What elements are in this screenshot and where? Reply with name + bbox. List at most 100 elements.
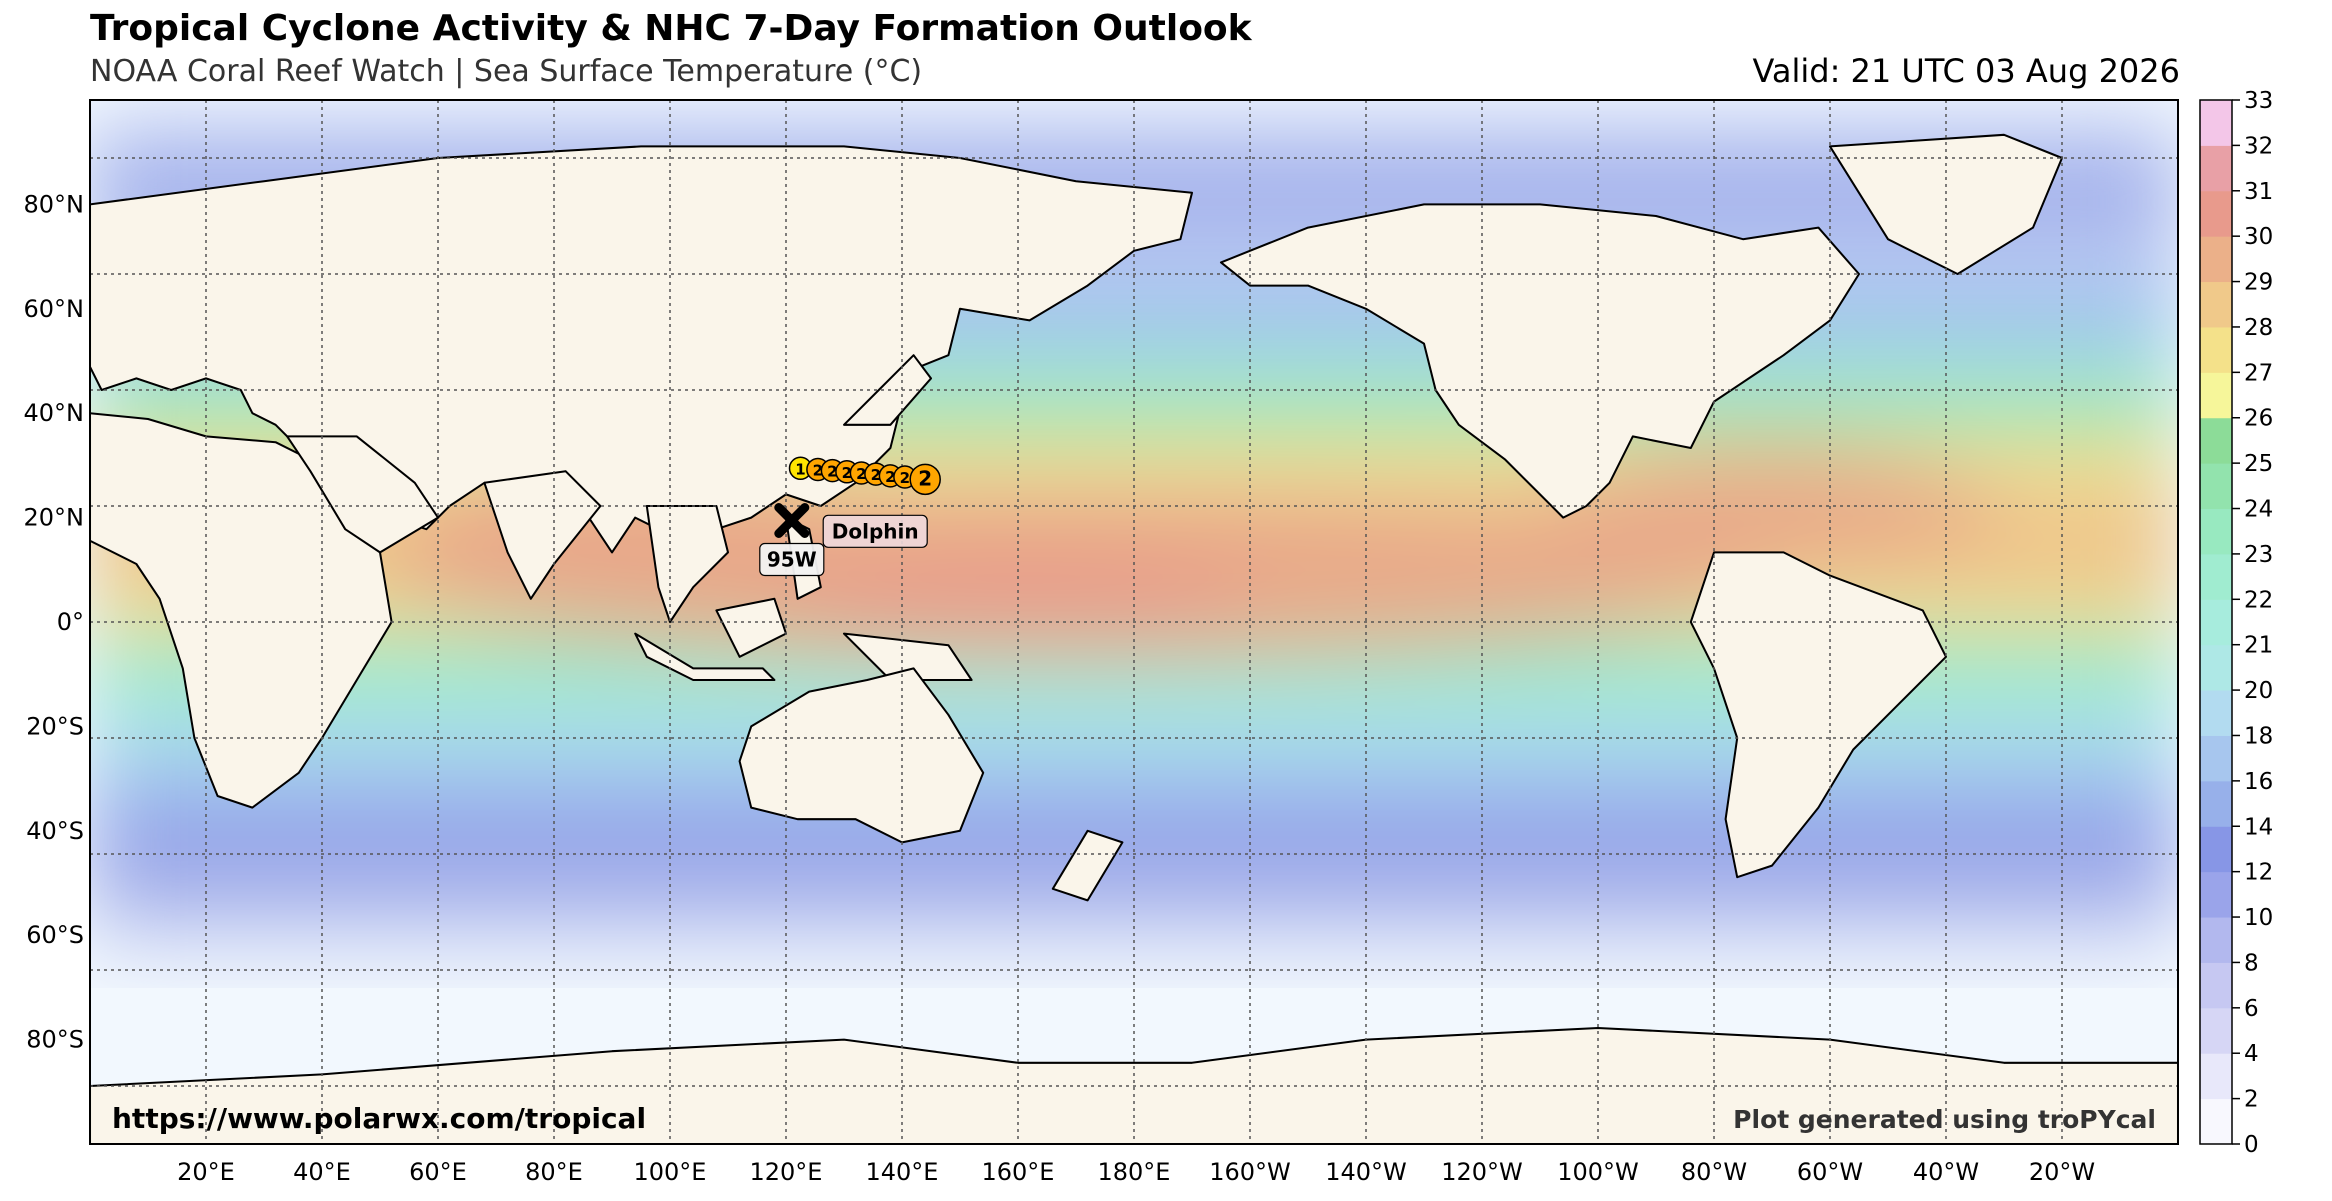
colorbar: 0246810121416182021222324252627282930313… <box>2199 88 2273 1158</box>
lon-tick-label: 140°E <box>866 1158 939 1186</box>
colorbar-segment <box>2200 508 2232 555</box>
storm-category-label: 2 <box>871 466 881 484</box>
colorbar-tick-label: 31 <box>2244 179 2273 205</box>
lon-tick-labels: 20°E 40°E 60°E 80°E 100°E 120°E 140°E 160°E 180°… <box>177 1158 2095 1186</box>
map-frame <box>89 99 2179 1145</box>
storm-category-label: 2 <box>918 466 932 490</box>
storm-name-label: Dolphin <box>832 519 919 543</box>
lon-tick-label: 40°W <box>1913 1158 1979 1186</box>
colorbar-segment <box>2200 826 2232 873</box>
credit-text: Plot generated using troPYcal <box>1733 1105 2156 1134</box>
colorbar-segment <box>2200 145 2232 192</box>
lon-tick-label: 160°E <box>982 1158 1055 1186</box>
lon-tick-label: 140°W <box>1325 1158 1407 1186</box>
colorbar-segment <box>2200 962 2232 1009</box>
colorbar-tick-label: 20 <box>2244 678 2273 704</box>
colorbar-tick-label: 4 <box>2244 1041 2259 1067</box>
storm-category-label: 2 <box>842 464 852 482</box>
colorbar-tick-label: 14 <box>2244 814 2273 840</box>
colorbar-segment <box>2200 190 2232 237</box>
lon-tick-label: 20°E <box>177 1158 235 1186</box>
lat-tick-label: 40°N <box>24 399 85 427</box>
colorbar-segment <box>2200 281 2232 328</box>
colorbar-tick-label: 23 <box>2244 542 2273 568</box>
colorbar-segment <box>2200 1053 2232 1100</box>
colorbar-tick-label: 27 <box>2244 360 2273 386</box>
colorbar-tick-label: 26 <box>2244 406 2273 432</box>
lon-tick-label: 120°W <box>1441 1158 1523 1186</box>
storm-category-label: 2 <box>856 465 866 483</box>
lon-tick-label: 160°W <box>1209 1158 1291 1186</box>
lon-tick-label: 60°W <box>1797 1158 1863 1186</box>
colorbar-tick-label: 18 <box>2244 723 2273 749</box>
source-url: https://www.polarwx.com/tropical <box>112 1102 646 1135</box>
storm-track-point <box>909 463 941 496</box>
colorbar-tick-label: 6 <box>2244 996 2259 1022</box>
colorbar-segment <box>2200 1007 2232 1054</box>
colorbar-tick-label: 30 <box>2244 224 2273 250</box>
valid-time: Valid: 21 UTC 03 Aug 2026 <box>1752 52 2180 90</box>
lon-tick-label: 100°E <box>634 1158 707 1186</box>
lat-tick-label: 40°S <box>26 817 84 845</box>
colorbar-segment <box>2200 735 2232 782</box>
lat-tick-label: 20°S <box>26 712 84 740</box>
colorbar-segment <box>2200 690 2232 736</box>
colorbar-segment <box>2200 553 2232 600</box>
lon-tick-label: 120°E <box>750 1158 823 1186</box>
colorbar-segment <box>2200 599 2232 646</box>
colorbar-segment <box>2200 463 2232 510</box>
invest-name-box <box>759 542 825 577</box>
lat-tick-labels: 80°N 60°N 40°N 20°N 0° 20°S 40°S 60°S 80°S <box>24 190 85 1053</box>
colorbar-tick-label: 28 <box>2244 315 2273 341</box>
storm-category-label: 2 <box>813 461 823 479</box>
lon-tick-label: 180°E <box>1098 1158 1171 1186</box>
colorbar-tick-label: 2 <box>2244 1087 2259 1113</box>
lat-tick-label: 0° <box>57 608 84 636</box>
colorbar-tick-label: 29 <box>2244 270 2273 296</box>
colorbar-tick-label: 12 <box>2244 860 2273 886</box>
colorbar-segment <box>2200 372 2232 419</box>
colorbar-tick-label: 33 <box>2244 88 2273 114</box>
lon-tick-label: 80°E <box>525 1158 583 1186</box>
lon-tick-label: 80°W <box>1681 1158 1747 1186</box>
page-title: Tropical Cyclone Activity & NHC 7-Day Fo… <box>90 8 1252 49</box>
lat-tick-label: 60°N <box>24 295 85 323</box>
colorbar-segment <box>2200 1098 2232 1145</box>
storm-category-label: 2 <box>900 469 910 487</box>
colorbar-tick-label: 24 <box>2244 497 2273 523</box>
lat-tick-label: 20°N <box>24 504 85 532</box>
lon-tick-label: 60°E <box>409 1158 467 1186</box>
colorbar-tick-label: 21 <box>2244 633 2273 659</box>
colorbar-tick-label: 32 <box>2244 133 2273 159</box>
colorbar-segment <box>2200 871 2232 918</box>
colorbar-segment <box>2200 417 2232 464</box>
gridlines <box>90 100 2178 1144</box>
page-subtitle: NOAA Coral Reef Watch | Sea Surface Temp… <box>90 54 923 89</box>
colorbar-tick-label: 25 <box>2244 451 2273 477</box>
colorbar-segment <box>2200 780 2232 827</box>
colorbar-tick-label: 8 <box>2244 950 2259 976</box>
colorbar-segment <box>2200 644 2232 691</box>
invest-name-label: 95W <box>767 548 817 572</box>
colorbar-tick-label: 22 <box>2244 587 2273 613</box>
invest-marker <box>774 503 810 538</box>
colorbar-segment <box>2200 100 2232 146</box>
colorbar-frame <box>2199 99 2233 1145</box>
lon-tick-label: 100°W <box>1557 1158 1639 1186</box>
colorbar-segment <box>2200 326 2232 373</box>
colorbar-tick-label: 10 <box>2244 905 2273 931</box>
colorbar-tick-label: 16 <box>2244 769 2273 795</box>
lat-tick-label: 60°S <box>26 921 84 949</box>
lon-tick-label: 40°E <box>293 1158 351 1186</box>
colorbar-segment <box>2200 917 2232 963</box>
colorbar-tick-label: 0 <box>2244 1132 2259 1158</box>
storm-name-box <box>822 514 928 548</box>
lon-tick-label: 20°W <box>2029 1158 2095 1186</box>
lat-tick-label: 80°N <box>24 190 85 218</box>
storm-category-label: 2 <box>827 463 837 481</box>
colorbar-segment <box>2200 236 2232 283</box>
storm-category-label: 2 <box>885 468 895 486</box>
